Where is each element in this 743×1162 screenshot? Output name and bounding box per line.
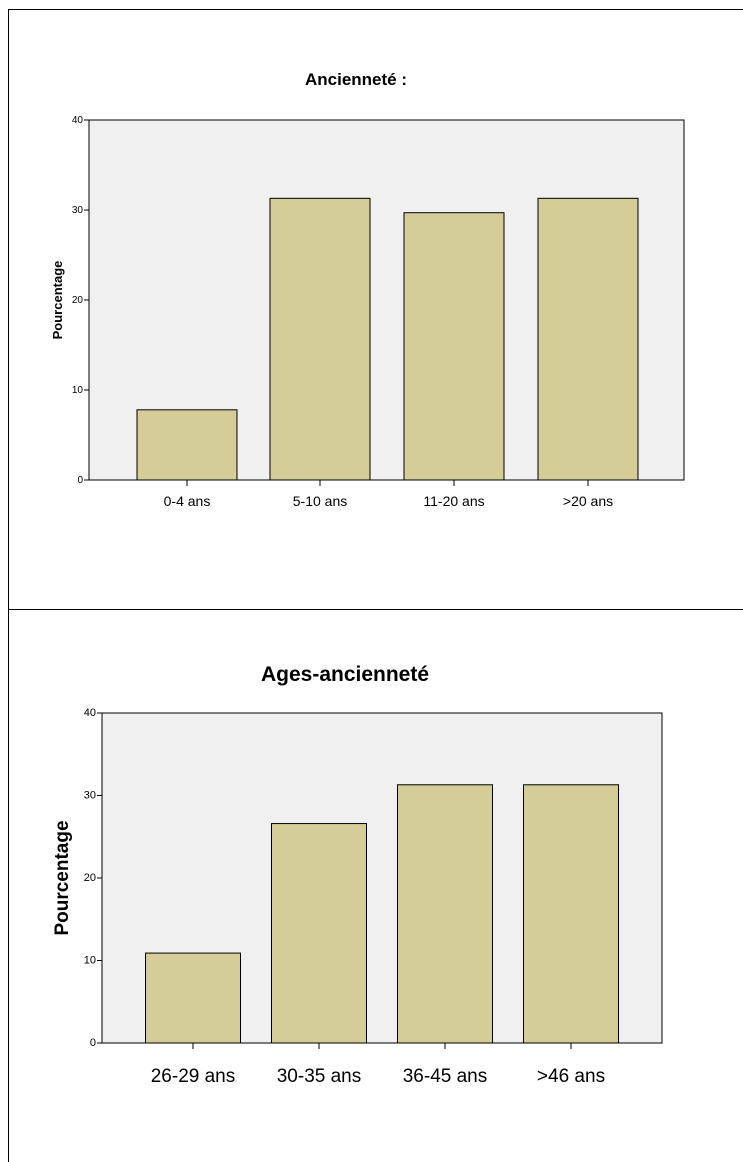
chart2-bar [397,784,493,1044]
chart2-ytick-label: 0 [90,1037,96,1049]
chart1-bar [269,197,371,481]
chart1-ytick-label: 30 [72,205,84,216]
chart2-xtick-label: 30-35 ans [277,1066,362,1087]
chart1-bar [537,197,639,481]
chart2-ytick-label: 20 [84,872,96,884]
chart1-xtick-label: >20 ans [563,493,613,509]
chart2-xtick-label: 36-45 ans [403,1066,488,1087]
chart2-bar [271,823,367,1044]
chart2-xtick-label: 26-29 ans [151,1066,236,1087]
chart2-ytick-label: 40 [84,707,96,719]
frame-left-line [8,9,9,1162]
chart1-bar [136,409,238,481]
chart1-xtick-label: 11-20 ans [423,493,484,509]
chart2-ytick-label: 30 [84,790,96,802]
chart1-ytick-label: 10 [72,385,84,396]
chart2-ytick-label: 10 [84,955,96,967]
chart2-bar [145,952,241,1044]
chart1-ylabel: Pourcentage [50,261,65,340]
chart1-xtick-label: 0-4 ans [164,493,211,509]
chart2-bar [523,784,619,1044]
chart1-title: Ancienneté : [305,70,407,89]
chart1-xtick-label: 5-10 ans [293,493,347,509]
chart-anciennete: Ancienneté : 0 10 20 30 40 Pourcentage 0-4 ans 5… [50,70,685,509]
frame-top-line [8,9,743,10]
chart1-ytick-label: 20 [72,295,84,306]
chart1-bar [403,212,505,481]
chart2-title: Ages-ancienneté [261,663,429,686]
chart1-ytick-label: 0 [77,475,83,486]
chart1-ytick-label: 40 [72,115,84,126]
chart2-ylabel: Pourcentage [52,820,73,935]
chart2-xtick-label: >46 ans [537,1066,605,1087]
frame-divider-line [8,609,743,610]
